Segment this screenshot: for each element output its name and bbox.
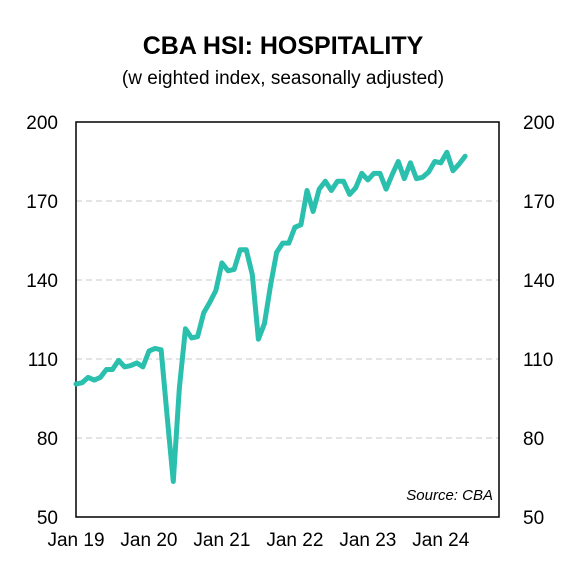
y-tick-label-left: 50 — [37, 508, 58, 529]
y-tick-label-right: 50 — [523, 508, 544, 529]
series-layer — [73, 149, 468, 484]
series-line — [73, 149, 468, 484]
chart-title: CBA HSI: HOSPITALITY — [143, 32, 424, 60]
y-tick-label-left: 140 — [26, 271, 58, 292]
y-tick-label-right: 170 — [523, 192, 555, 213]
y-tick-label-right: 140 — [523, 271, 555, 292]
y-tick-label-right: 200 — [523, 113, 555, 134]
source-note: Source: CBA — [406, 487, 493, 504]
y-tick-label-right: 110 — [523, 350, 553, 371]
chart-subtitle: (w eighted index, seasonally adjusted) — [122, 68, 444, 89]
gridlines — [76, 200, 499, 439]
plot-frame — [75, 121, 500, 518]
y-tick-label-left: 80 — [37, 429, 58, 450]
y-tick-label-left: 110 — [28, 350, 58, 371]
x-tick-label: Jan 24 — [412, 530, 469, 551]
x-tick-label: Jan 19 — [47, 530, 104, 551]
y-tick-label-right: 80 — [523, 429, 544, 450]
y-tick-label-left: 200 — [26, 113, 58, 134]
x-tick-label: Jan 22 — [266, 530, 323, 551]
x-tick-label: Jan 21 — [193, 530, 250, 551]
x-tick-label: Jan 23 — [339, 530, 396, 551]
x-tick-label: Jan 20 — [120, 530, 177, 551]
y-tick-label-left: 170 — [26, 192, 58, 213]
